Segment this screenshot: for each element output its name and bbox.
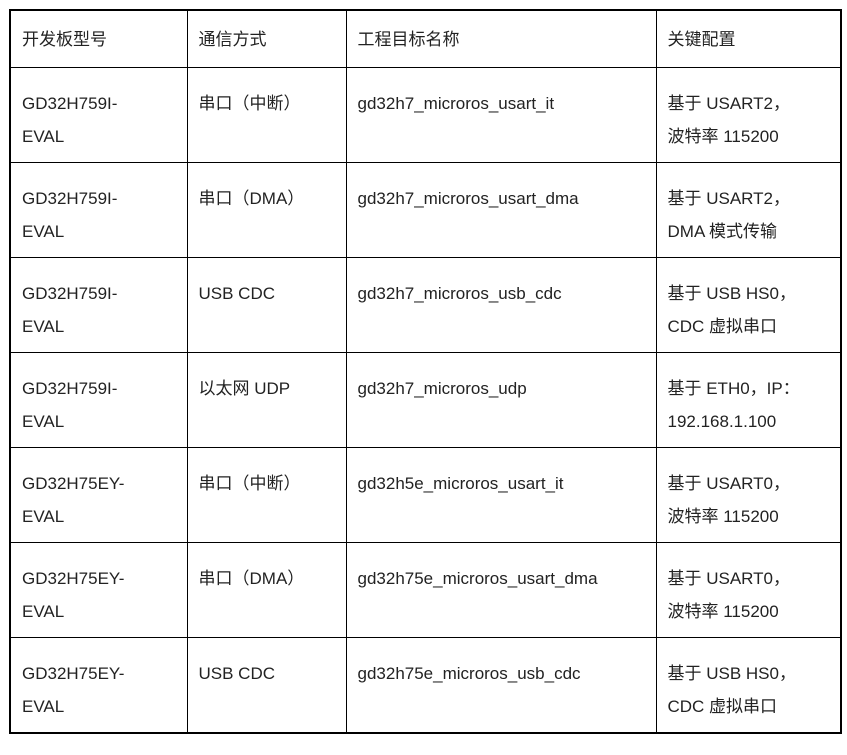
cell-comm-method: USB CDC xyxy=(186,637,347,734)
cell-comm-method: 串口（DMA） xyxy=(186,542,347,638)
header-cell-board-model: 开发板型号 xyxy=(9,9,188,68)
cell-target-name: gd32h7_microros_usart_it xyxy=(345,67,657,163)
cell-key-config: 基于 USART2， 波特率 115200 xyxy=(655,67,842,163)
cell-target-name: gd32h7_microros_usb_cdc xyxy=(345,257,657,353)
cell-target-name: gd32h75e_microros_usart_dma xyxy=(345,542,657,638)
cell-comm-method: 串口（中断） xyxy=(186,447,347,543)
cell-comm-method: 串口（中断） xyxy=(186,67,347,163)
cell-target-name: gd32h75e_microros_usb_cdc xyxy=(345,637,657,734)
header-cell-target-name: 工程目标名称 xyxy=(345,9,657,68)
cell-board-model: GD32H759I- EVAL xyxy=(9,257,188,353)
cell-key-config: 基于 USB HS0， CDC 虚拟串口 xyxy=(655,257,842,353)
table-row: GD32H75EY- EVAL 串口（中断） gd32h5e_microros_… xyxy=(9,447,842,543)
cell-comm-method: USB CDC xyxy=(186,257,347,353)
cell-board-model: GD32H75EY- EVAL xyxy=(9,542,188,638)
table-row: GD32H759I- EVAL 串口（DMA） gd32h7_microros_… xyxy=(9,162,842,258)
table-header: 开发板型号 通信方式 工程目标名称 关键配置 xyxy=(9,9,842,68)
board-projects-table: 开发板型号 通信方式 工程目标名称 关键配置 GD32H759I- EVAL 串… xyxy=(9,9,842,734)
cell-key-config: 基于 ETH0，IP： 192.168.1.100 xyxy=(655,352,842,448)
table-row: GD32H75EY- EVAL 串口（DMA） gd32h75e_microro… xyxy=(9,542,842,638)
header-cell-comm-method: 通信方式 xyxy=(186,9,347,68)
table-row: GD32H759I- EVAL USB CDC gd32h7_microros_… xyxy=(9,257,842,353)
cell-key-config: 基于 USART0， 波特率 115200 xyxy=(655,447,842,543)
cell-board-model: GD32H75EY- EVAL xyxy=(9,637,188,734)
cell-key-config: 基于 USB HS0， CDC 虚拟串口 xyxy=(655,637,842,734)
cell-comm-method: 以太网 UDP xyxy=(186,352,347,448)
cell-comm-method: 串口（DMA） xyxy=(186,162,347,258)
table-body: GD32H759I- EVAL 串口（中断） gd32h7_microros_u… xyxy=(9,67,842,734)
cell-target-name: gd32h7_microros_usart_dma xyxy=(345,162,657,258)
board-projects-table-container: 开发板型号 通信方式 工程目标名称 关键配置 GD32H759I- EVAL 串… xyxy=(9,9,842,734)
cell-target-name: gd32h5e_microros_usart_it xyxy=(345,447,657,543)
header-cell-key-config: 关键配置 xyxy=(655,9,842,68)
cell-target-name: gd32h7_microros_udp xyxy=(345,352,657,448)
cell-board-model: GD32H759I- EVAL xyxy=(9,162,188,258)
table-row: GD32H75EY- EVAL USB CDC gd32h75e_microro… xyxy=(9,637,842,734)
cell-board-model: GD32H759I- EVAL xyxy=(9,67,188,163)
cell-key-config: 基于 USART2， DMA 模式传输 xyxy=(655,162,842,258)
table-row: GD32H759I- EVAL 串口（中断） gd32h7_microros_u… xyxy=(9,67,842,163)
cell-board-model: GD32H75EY- EVAL xyxy=(9,447,188,543)
cell-board-model: GD32H759I- EVAL xyxy=(9,352,188,448)
header-row: 开发板型号 通信方式 工程目标名称 关键配置 xyxy=(9,9,842,68)
cell-key-config: 基于 USART0， 波特率 115200 xyxy=(655,542,842,638)
table-row: GD32H759I- EVAL 以太网 UDP gd32h7_microros_… xyxy=(9,352,842,448)
